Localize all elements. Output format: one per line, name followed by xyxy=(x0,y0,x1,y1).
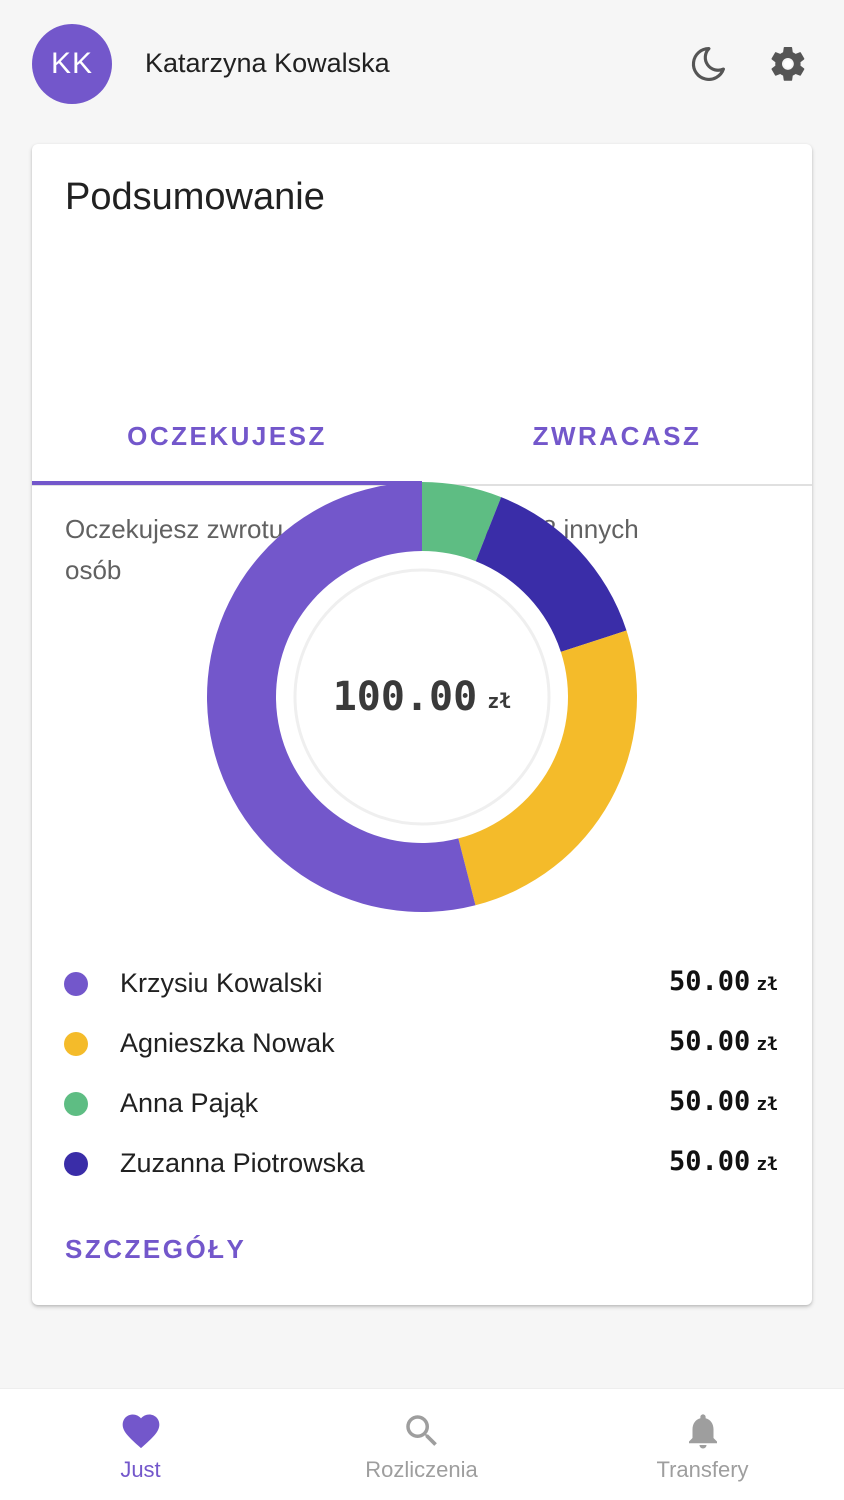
donut-inner-ring xyxy=(293,568,551,826)
legend-amount: 50.00 zł xyxy=(669,1026,778,1057)
nav-item-transfery[interactable]: Transfery xyxy=(562,1389,843,1500)
heart-icon xyxy=(119,1409,163,1453)
legend-amount-currency: zł xyxy=(756,1034,778,1055)
total-amount: 100.00 xyxy=(332,674,478,720)
legend-item: Agnieszka Nowak 50.00 zł xyxy=(32,1014,812,1074)
legend-item: Krzysiu Kowalski 50.00 zł xyxy=(32,954,812,1014)
nav-item-just[interactable]: Just xyxy=(0,1389,281,1500)
details-button[interactable]: SZCZEGÓŁY xyxy=(65,1234,247,1264)
nav-label-transfery: Transfery xyxy=(656,1457,749,1482)
bottom-nav: Just Rozliczenia Transfery xyxy=(0,1388,844,1500)
nav-label-rozliczenia: Rozliczenia xyxy=(365,1457,478,1482)
legend-item: Zuzanna Piotrowska 50.00 zł xyxy=(32,1134,812,1194)
legend-amount-value: 50.00 xyxy=(669,1086,751,1117)
legend-amount-value: 50.00 xyxy=(669,966,751,997)
legend-name: Anna Pająk xyxy=(120,1088,259,1118)
legend-name: Agnieszka Nowak xyxy=(120,1028,335,1058)
moon-icon[interactable] xyxy=(684,40,732,88)
legend-item: Anna Pająk 50.00 zł xyxy=(32,1074,812,1134)
app-header: KK Katarzyna Kowalska xyxy=(0,0,844,130)
user-name: Katarzyna Kowalska xyxy=(145,48,390,78)
legend-dot xyxy=(64,1092,88,1116)
legend-amount-value: 50.00 xyxy=(669,1026,751,1057)
donut-slice-agnieszka-nowak xyxy=(458,630,637,906)
tab-zwracasz[interactable]: ZWRACASZ xyxy=(532,421,702,451)
summary-card: Podsumowanie OCZEKUJESZ ZWRACASZ Oczekuj… xyxy=(32,144,812,1305)
total-label: 100.00 zł xyxy=(206,481,638,913)
gear-icon[interactable] xyxy=(764,40,812,88)
legend-name: Krzysiu Kowalski xyxy=(120,968,323,998)
tab-bar: OCZEKUJESZ ZWRACASZ xyxy=(32,389,812,486)
donut-chart-svg xyxy=(207,482,637,912)
legend: Krzysiu Kowalski 50.00 zł Agnieszka Nowa… xyxy=(32,954,812,1194)
nav-label-just: Just xyxy=(120,1457,161,1482)
legend-name: Zuzanna Piotrowska xyxy=(120,1148,365,1178)
legend-amount: 50.00 zł xyxy=(669,1146,778,1177)
tab-indicator xyxy=(32,481,422,485)
tab-oczekujesz[interactable]: OCZEKUJESZ xyxy=(127,421,327,451)
donut-slice-krzysiu-kowalski xyxy=(207,482,476,912)
legend-dot xyxy=(64,972,88,996)
donut-chart: 100.00 zł xyxy=(206,481,638,913)
donut-slice-anna-pająk xyxy=(422,482,502,562)
legend-amount-value: 50.00 xyxy=(669,1146,751,1177)
bell-icon xyxy=(681,1409,725,1453)
legend-amount: 50.00 zł xyxy=(669,966,778,997)
legend-amount: 50.00 zł xyxy=(669,1086,778,1117)
avatar[interactable]: KK xyxy=(32,24,112,104)
total-currency: zł xyxy=(487,689,512,713)
legend-amount-currency: zł xyxy=(756,974,778,995)
donut-slice-zuzanna-piotrowska xyxy=(475,497,627,652)
legend-dot xyxy=(64,1152,88,1176)
nav-item-rozliczenia[interactable]: Rozliczenia xyxy=(281,1389,562,1500)
legend-amount-currency: zł xyxy=(756,1094,778,1115)
legend-dot xyxy=(64,1032,88,1056)
card-title: Podsumowanie xyxy=(65,176,325,218)
search-icon xyxy=(400,1409,444,1453)
legend-amount-currency: zł xyxy=(756,1154,778,1175)
